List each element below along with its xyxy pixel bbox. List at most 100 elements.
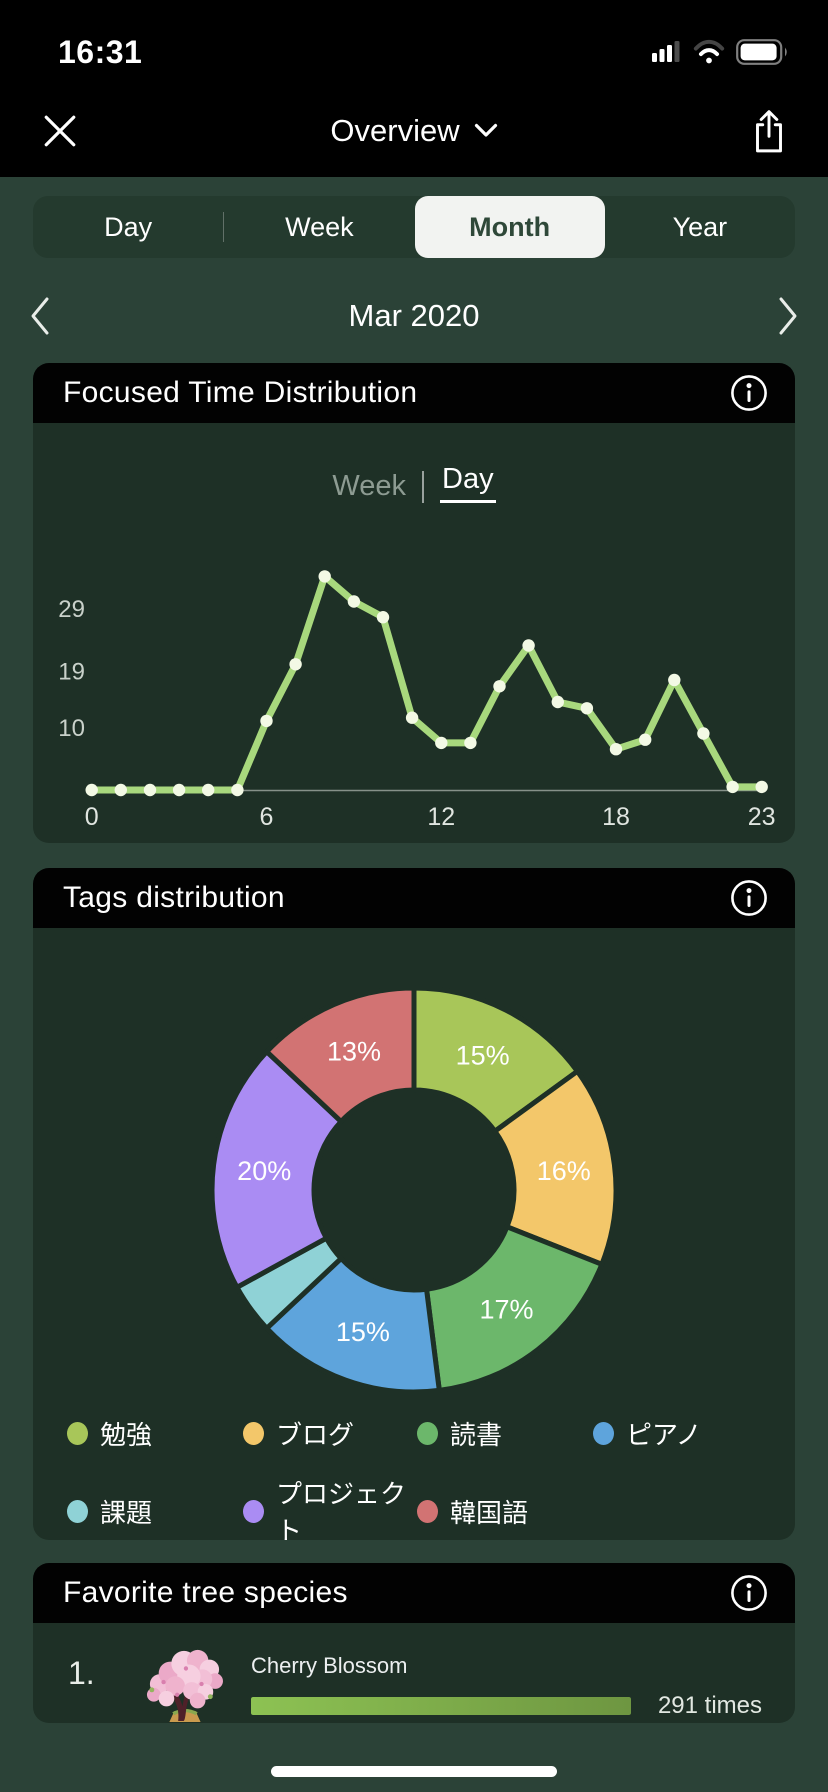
card-title: Favorite tree species (63, 1576, 348, 1609)
data-points (85, 570, 768, 797)
tree-rank: 1. (68, 1654, 95, 1691)
tags-legend: 勉強 ブログ 読書 ピアノ課題 プロジェクト 韓国語 (33, 1403, 795, 1540)
svg-text:17%: 17% (479, 1294, 533, 1324)
share-icon (756, 109, 782, 152)
chevron-down-icon (474, 123, 497, 137)
donut-slices (209, 985, 619, 1395)
card-title: Focused Time Distribution (63, 376, 418, 409)
y-axis-labels: 10 19 29 (58, 596, 85, 742)
trees-card-header: Favorite tree species (33, 1563, 795, 1623)
close-icon (44, 115, 76, 146)
focused-time-card: Focused Time Distribution Week Day 10 19 2… (33, 363, 795, 843)
svg-text:13%: 13% (327, 1036, 381, 1066)
info-icon (731, 880, 767, 916)
tags-info-button[interactable] (729, 878, 769, 918)
legend-color-chip (243, 1499, 264, 1523)
donut-slice-6 (264, 985, 417, 1125)
legend-label: 課題 (100, 1497, 153, 1528)
tab-month[interactable]: Month (414, 196, 605, 258)
legend-item-5: プロジェクト (243, 1474, 417, 1540)
tree-progress-row: 291 times (251, 1692, 762, 1720)
legend-label: 韓国語 (450, 1497, 529, 1528)
tags-distribution-card: Tags distribution 15% 16% 17% 15% 20% 13% 勉強 ブ… (33, 868, 795, 1540)
svg-text:23: 23 (748, 803, 776, 831)
tree-name: Cherry Blossom (251, 1653, 408, 1678)
svg-text:20%: 20% (237, 1156, 291, 1186)
tree-info: Cherry Blossom 291 times (251, 1623, 762, 1723)
donut-slice-3 (264, 1255, 442, 1395)
page-title-dropdown[interactable]: Overview (330, 113, 497, 149)
legend-label: ブログ (276, 1420, 355, 1450)
legend-item-2: 読書 (417, 1415, 593, 1452)
cherry-blossom-tree-image (146, 1649, 223, 1723)
tab-year[interactable]: Year (672, 211, 728, 242)
x-axis-labels: 0 6 12 18 23 (85, 803, 776, 831)
period-label: Mar 2020 (348, 298, 480, 333)
legend-label: 勉強 (100, 1420, 153, 1450)
svg-text:18: 18 (602, 803, 630, 831)
nav-bar: Overview (0, 90, 828, 177)
period-navigation: Mar 2020 (0, 283, 828, 349)
home-indicator[interactable] (271, 1766, 557, 1777)
header: 16:31 (0, 0, 828, 177)
legend-label: プロジェクト (276, 1479, 407, 1540)
svg-text:29: 29 (58, 596, 85, 623)
status-time: 16:31 (58, 33, 143, 70)
info-icon (731, 1575, 767, 1611)
svg-text:12: 12 (427, 803, 455, 831)
focused-time-info-button[interactable] (729, 373, 769, 413)
battery-icon (736, 39, 787, 65)
tree-count: 291 times (657, 1692, 762, 1719)
line-series (88, 572, 766, 794)
status-icons (652, 39, 790, 65)
chevron-right-icon (779, 297, 797, 335)
legend-item-3: ピアノ (593, 1415, 761, 1452)
legend-item-6: 韓国語 (417, 1474, 593, 1540)
toggle-day[interactable]: Day (440, 463, 496, 503)
blossom-canopy (146, 1649, 223, 1709)
cellular-signal-icon (652, 41, 680, 62)
legend-color-chip (243, 1422, 264, 1445)
next-period-button[interactable] (776, 295, 800, 337)
close-button[interactable] (42, 113, 78, 149)
legend-label: ピアノ (626, 1420, 702, 1450)
wifi-icon (693, 39, 725, 64)
segment-divider (223, 212, 225, 242)
svg-text:19: 19 (58, 659, 85, 686)
donut-slice-labels: 15% 16% 17% 15% 20% 13% (237, 1036, 591, 1347)
share-button[interactable] (750, 108, 788, 154)
tags-card-body: 15% 16% 17% 15% 20% 13% 勉強 ブログ 読書 ピアノ課題 プロジェクト 韓国語 (33, 928, 795, 1540)
svg-text:6: 6 (260, 803, 274, 831)
donut-slice-5 (209, 1049, 344, 1290)
tab-day[interactable]: Day (104, 211, 153, 242)
focused-time-card-header: Focused Time Distribution (33, 363, 795, 423)
tags-donut-chart: 15% 16% 17% 15% 20% 13% (209, 985, 619, 1395)
legend-label: 読書 (450, 1420, 503, 1450)
card-title: Tags distribution (63, 881, 285, 914)
legend-item-0: 勉強 (67, 1415, 243, 1452)
tree-rank-row: 1. (33, 1623, 795, 1723)
focused-time-line-chart: 10 19 29 0 6 12 18 23 (58, 570, 776, 831)
favorite-trees-card: Favorite tree species 1. (33, 1563, 795, 1723)
donut-slice-2 (424, 1224, 605, 1393)
trees-info-button[interactable] (729, 1573, 769, 1613)
svg-text:15%: 15% (336, 1317, 390, 1347)
legend-color-chip (417, 1499, 438, 1523)
toggle-divider (422, 471, 425, 503)
status-bar: 16:31 (0, 0, 828, 90)
tree-progress-bar (251, 1697, 631, 1715)
period-segmented-control: Day Week Month Year (33, 196, 795, 258)
svg-text:16%: 16% (537, 1156, 591, 1186)
legend-color-chip (67, 1422, 88, 1445)
legend-item-1: ブログ (243, 1415, 417, 1452)
focused-time-card-body: Week Day 10 19 29 0 6 12 18 23 (33, 423, 795, 843)
legend-color-chip (417, 1422, 438, 1445)
legend-color-chip (593, 1422, 614, 1445)
svg-text:15%: 15% (456, 1041, 510, 1071)
previous-period-button[interactable] (28, 295, 52, 337)
tags-card-header: Tags distribution (33, 868, 795, 928)
toggle-week[interactable]: Week (332, 470, 407, 502)
legend-item-4: 課題 (67, 1474, 243, 1540)
tab-week[interactable]: Week (285, 211, 354, 242)
